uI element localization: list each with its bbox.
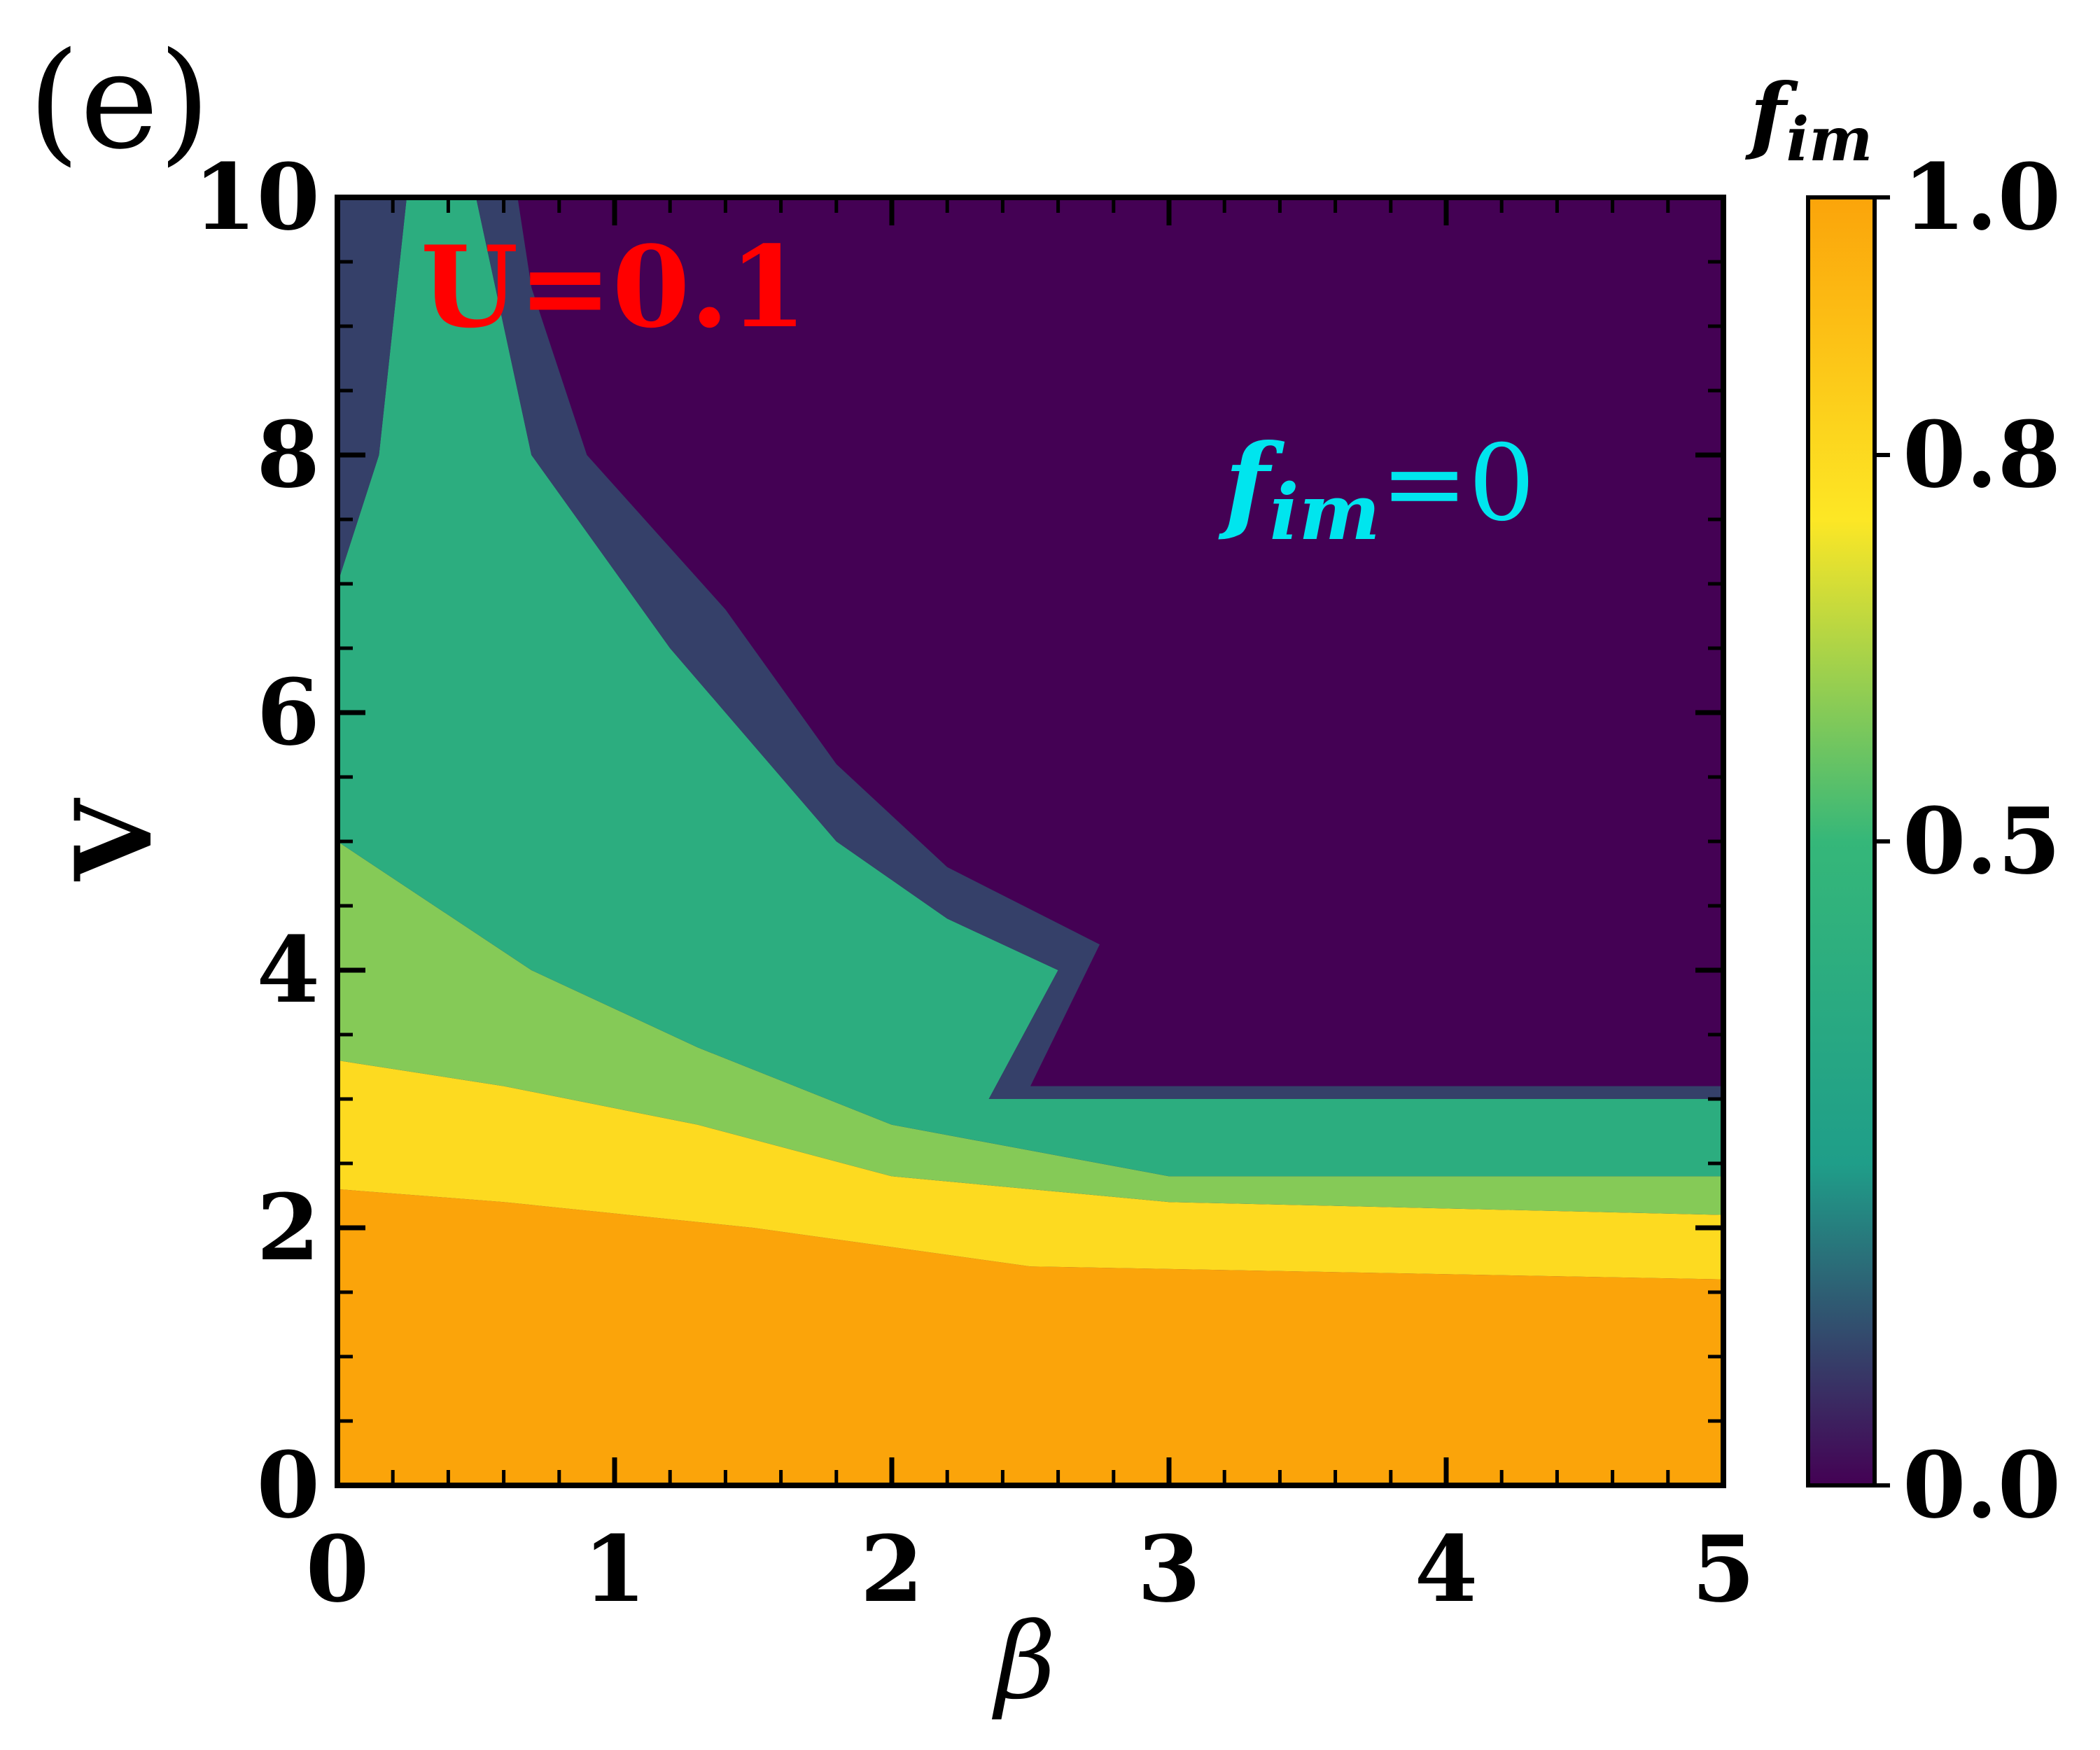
y-tick-label: 2 xyxy=(257,1174,320,1281)
colorbar-ticks: 0.0 0.5 0.8 1.0 xyxy=(1875,144,2061,1539)
x-tick-label: 4 xyxy=(1415,1516,1478,1623)
colorbar-tick-label: 0.8 xyxy=(1903,401,2061,508)
y-tick-label: 6 xyxy=(257,659,320,766)
colorbar-tick-label: 1.0 xyxy=(1903,144,2061,251)
y-tick-label: 4 xyxy=(257,916,320,1023)
x-tick-label: 3 xyxy=(1138,1516,1200,1623)
colorbar-tick-label: 0.5 xyxy=(1903,788,2061,895)
heatmap-region xyxy=(476,197,1723,1099)
colorbar-title-sub: im xyxy=(1786,104,1873,175)
heatmap-region xyxy=(337,197,1723,1177)
heatmap-region xyxy=(337,1060,1723,1280)
y-tick-label: 0 xyxy=(257,1432,320,1539)
colorbar-tick-label: 0.0 xyxy=(1903,1432,2061,1539)
heatmap-region xyxy=(337,841,1723,1215)
x-tick-label: 1 xyxy=(583,1516,646,1623)
x-axis-label: β xyxy=(992,1601,1056,1723)
annotation-u-value: U=0.1 xyxy=(421,221,807,353)
x-tick-label: 5 xyxy=(1692,1516,1755,1623)
axis-ticks xyxy=(335,195,1726,1488)
colorbar-title: fim xyxy=(1744,65,1872,175)
y-axis-label: V xyxy=(52,797,176,881)
axis-tick-labels: 0 1 2 3 4 5 0 2 4 6 8 10 xyxy=(193,144,1755,1623)
panel-label: (e) xyxy=(28,24,211,178)
y-tick-label: 8 xyxy=(257,401,320,508)
heatmap-region xyxy=(337,1189,1723,1485)
heatmap-area xyxy=(337,197,1723,1485)
y-tick-label: 10 xyxy=(193,144,320,251)
heatmap-region xyxy=(337,197,407,584)
x-tick-label: 0 xyxy=(306,1516,369,1623)
x-tick-label: 2 xyxy=(860,1516,923,1623)
annotation-sub: im xyxy=(1270,467,1380,557)
colorbar xyxy=(1808,197,1875,1485)
annotation-tail: =0 xyxy=(1380,423,1535,545)
